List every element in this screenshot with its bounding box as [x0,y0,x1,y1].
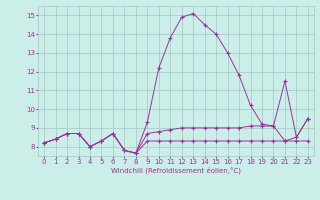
X-axis label: Windchill (Refroidissement éolien,°C): Windchill (Refroidissement éolien,°C) [111,167,241,174]
